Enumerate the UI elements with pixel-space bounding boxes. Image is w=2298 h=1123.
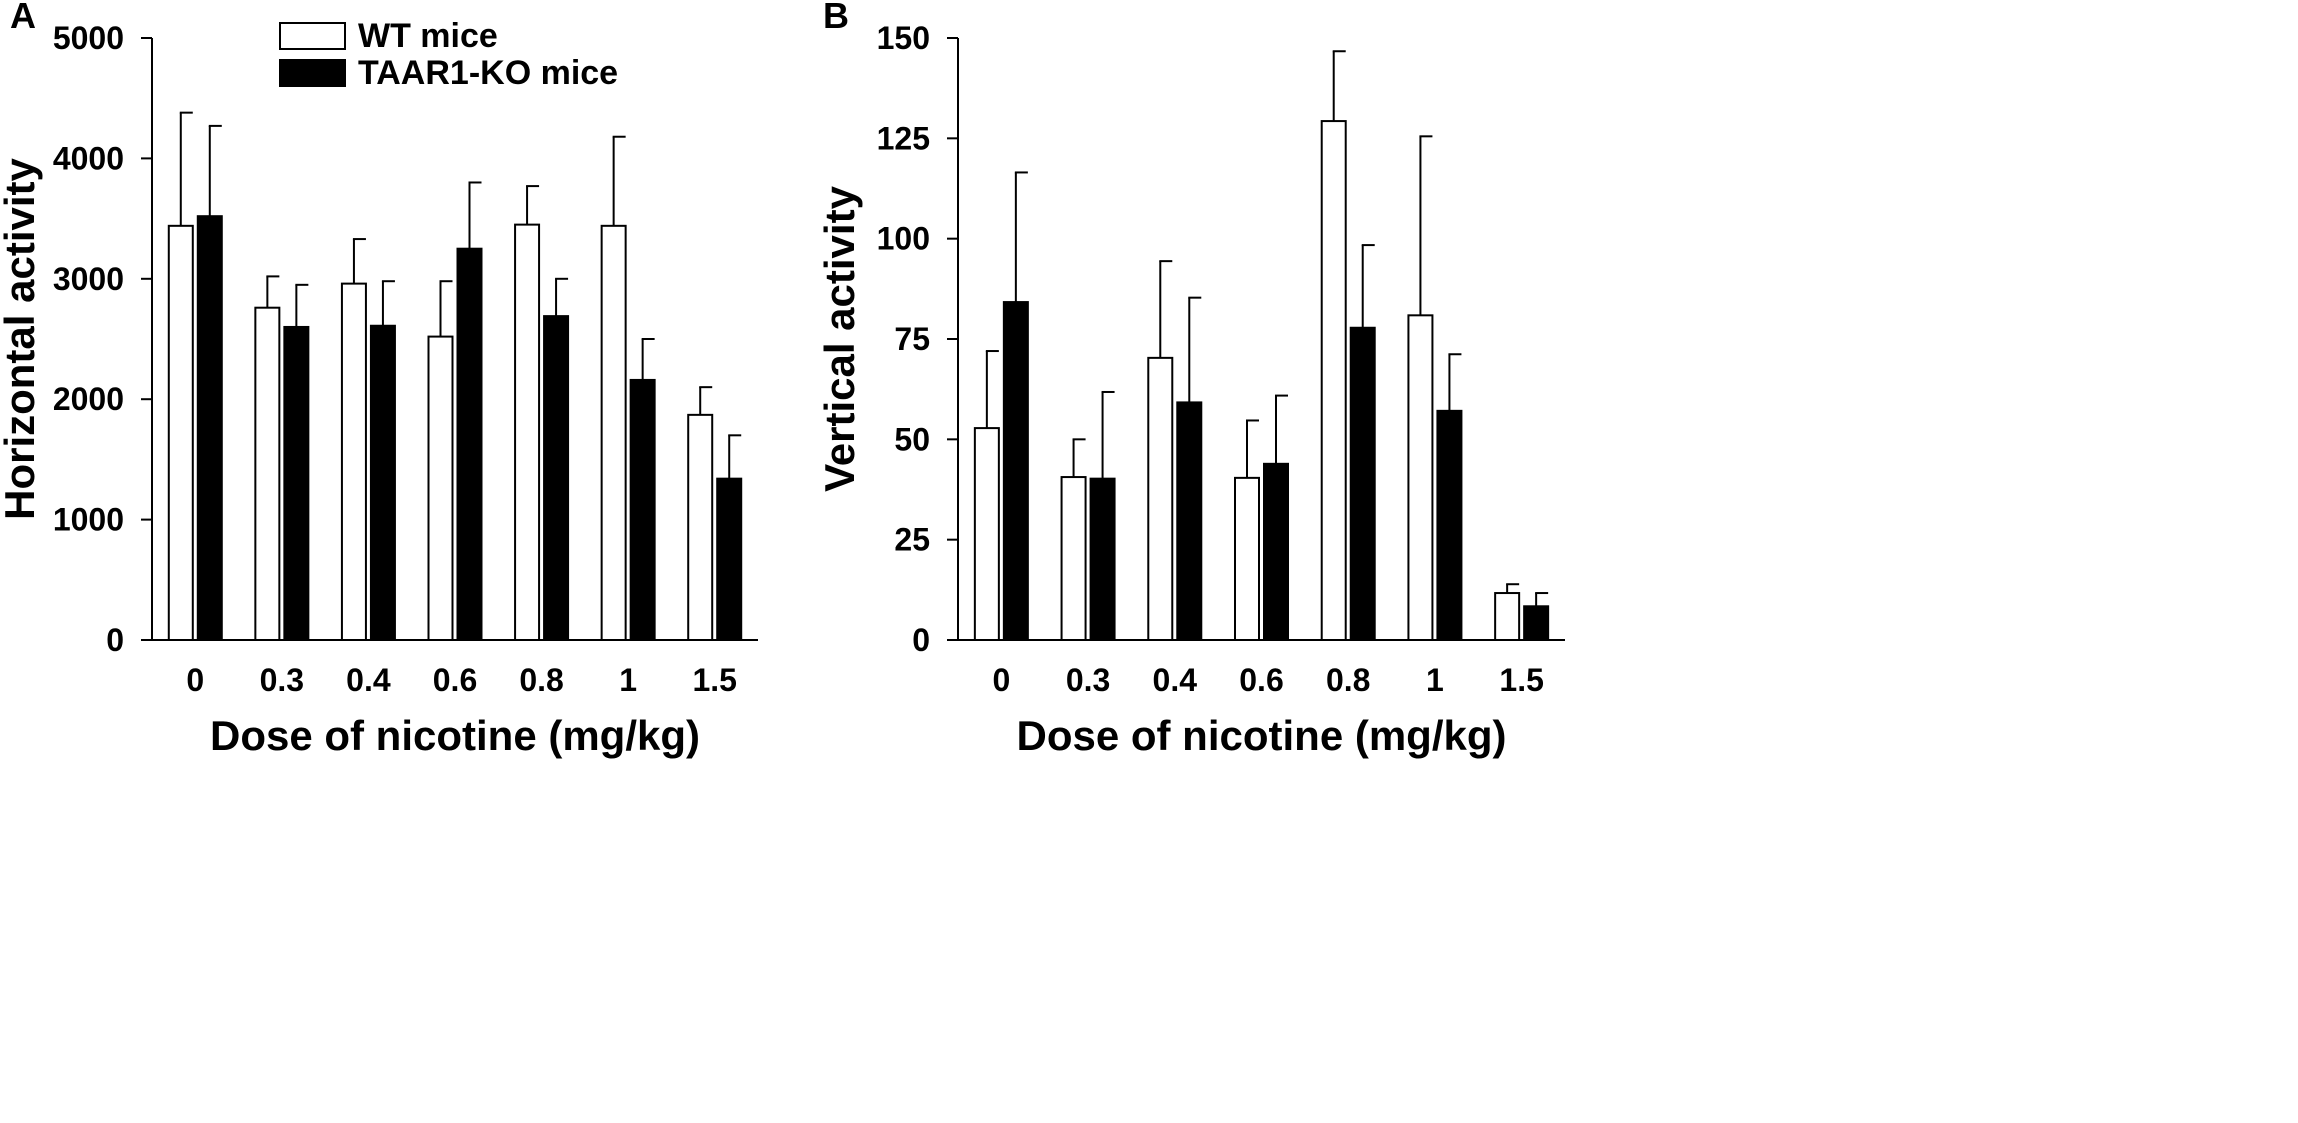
- panel-a-bar-ko-2: [369, 324, 396, 641]
- panel-a-y-tick-label-0: 0: [106, 622, 124, 658]
- panel-a-x-tick-label-4: 0.8: [519, 662, 563, 698]
- panel-b-bar-wt-5: [1407, 314, 1434, 641]
- panel-b-bar-ko-6: [1523, 605, 1550, 642]
- panel-b-y-tick-label-150: 150: [877, 20, 930, 56]
- panel-a-x-tick-label-2: 0.4: [346, 662, 391, 698]
- panel-a-x-tick-label-5: 1: [619, 662, 637, 698]
- panel-b-x-tick-label-3: 0.6: [1239, 662, 1283, 698]
- panel-a-bar-wt-4: [514, 223, 541, 641]
- panel-a-y-axis-title: Horizontal activity: [0, 157, 43, 519]
- panel-a-x-tick-label-1: 0.3: [260, 662, 304, 698]
- panel-b-y-tick-label-75: 75: [894, 321, 930, 357]
- panel-b-x-tick-label-5: 1: [1426, 662, 1444, 698]
- panel-b-y-tick-label-100: 100: [877, 221, 930, 257]
- panel-b-y-axis-title: Vertical activity: [816, 185, 863, 491]
- panel-b-bar-wt-3: [1234, 476, 1260, 641]
- panel-a-y-tick-label-5000: 5000: [53, 20, 124, 56]
- panel-a-bar-ko-6: [716, 477, 743, 641]
- panel-a-y-tick-label-2000: 2000: [53, 381, 124, 417]
- legend-swatch-ko: [279, 59, 346, 87]
- legend-label-wt: WT mice: [358, 17, 498, 55]
- panel-b-label: B: [823, 0, 849, 36]
- panel-b-x-tick-label-0: 0: [992, 662, 1010, 698]
- panel-b-y-tick-label-125: 125: [877, 120, 930, 156]
- panel-a-x-axis-title: Dose of nicotine (mg/kg): [210, 712, 700, 759]
- panel-a-bar-wt-2: [340, 282, 367, 641]
- panel-a-bar-ko-5: [629, 378, 656, 641]
- panel-b-y-tick-label-25: 25: [894, 522, 930, 558]
- panel-a-y-tick-label-1000: 1000: [53, 502, 124, 538]
- legend-swatch-wt: [279, 22, 346, 50]
- panel-b-bar-wt-1: [1060, 476, 1087, 641]
- panel-b-bar-wt-6: [1494, 592, 1521, 642]
- legend-label-ko: TAAR1-KO mice: [358, 54, 618, 92]
- panel-b-bar-ko-3: [1263, 462, 1289, 641]
- panel-a-y-tick-label-3000: 3000: [53, 261, 124, 297]
- panel-a-bar-ko-3: [456, 247, 483, 641]
- panel-a-x-tick-label-6: 1.5: [692, 662, 736, 698]
- panel-a-bar-ko-4: [543, 315, 570, 641]
- panel-a-bar-wt-0: [167, 224, 194, 641]
- panel-b-bar-ko-2: [1176, 401, 1203, 642]
- panel-b-bar-ko-4: [1349, 326, 1376, 641]
- panel-b-bar-ko-0: [1002, 301, 1029, 641]
- panel-a-y-tick-label-4000: 4000: [53, 140, 124, 176]
- panel-a-bar-wt-5: [600, 224, 627, 641]
- panel-b-bar-wt-2: [1147, 356, 1174, 641]
- panel-b-x-tick-label-6: 1.5: [1499, 662, 1543, 698]
- panel-b-x-tick-label-1: 0.3: [1066, 662, 1110, 698]
- panel-b-x-tick-label-4: 0.8: [1326, 662, 1370, 698]
- panel-b-y-tick-label-0: 0: [912, 622, 930, 658]
- panel-b-bar-wt-4: [1320, 120, 1347, 642]
- panel-b-x-axis-title: Dose of nicotine (mg/kg): [1016, 712, 1506, 759]
- panel-b-bar-ko-1: [1089, 477, 1116, 641]
- panel-a-x-tick-label-0: 0: [186, 662, 204, 698]
- panel-a-bar-ko-0: [196, 215, 223, 642]
- panel-a-bar-wt-6: [687, 413, 714, 641]
- panel-b-y-tick-label-50: 50: [894, 421, 930, 457]
- panel-a-bar-ko-1: [283, 325, 310, 641]
- panel-a-bar-wt-1: [254, 306, 281, 641]
- panel-b-bar-wt-0: [973, 427, 1000, 642]
- panel-a-bar-wt-3: [427, 335, 454, 641]
- panel-a-label: A: [10, 0, 36, 36]
- panel-b-bar-ko-5: [1436, 409, 1463, 641]
- panel-a-x-tick-label-3: 0.6: [433, 662, 477, 698]
- panel-b-x-tick-label-2: 0.4: [1153, 662, 1198, 698]
